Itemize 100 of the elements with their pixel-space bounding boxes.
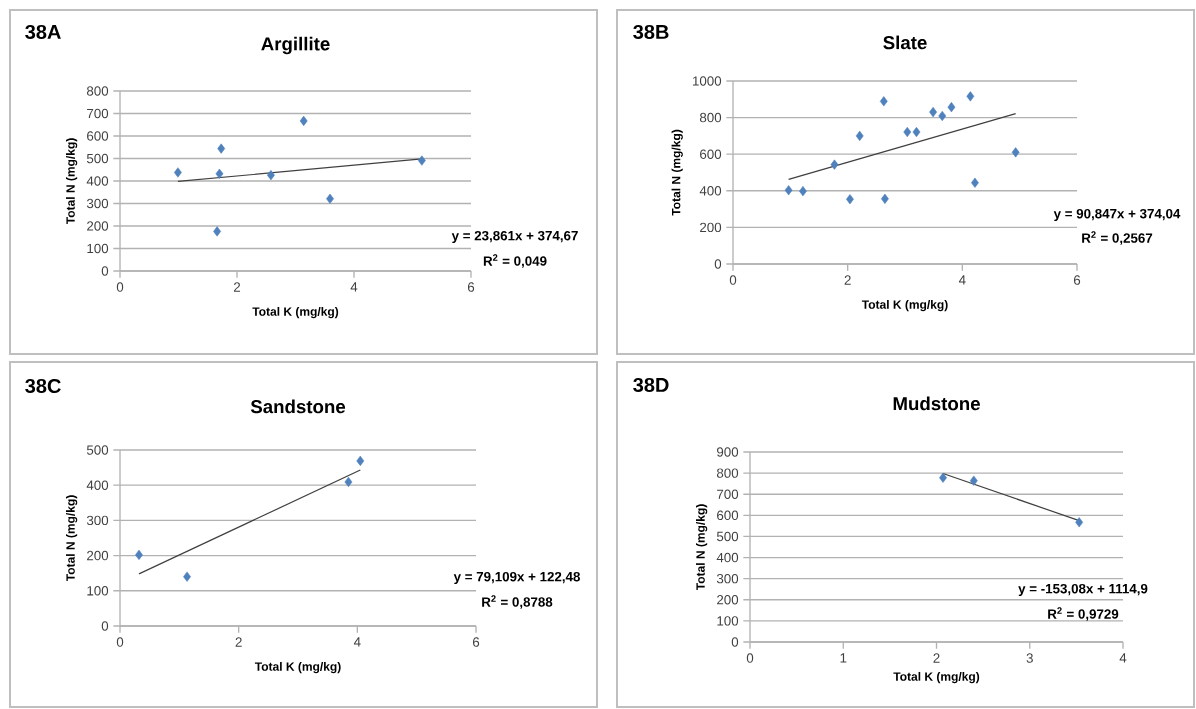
point — [830, 159, 839, 170]
y-tick-label: 700 — [87, 108, 109, 119]
annotation: y = 90,847x + 374,04 — [1053, 208, 1181, 222]
point — [846, 194, 854, 205]
x-tick-label: 1 — [840, 653, 847, 663]
point — [299, 115, 308, 126]
point — [1011, 147, 1020, 158]
point — [217, 143, 226, 154]
chart-title: Argillite — [261, 36, 330, 55]
x-tick-label: 2 — [233, 282, 241, 292]
y-tick-label: 500 — [86, 445, 109, 455]
y-tick-label: 800 — [699, 112, 722, 123]
y-tick-label: 800 — [86, 86, 109, 96]
x-axis-title: Total K (mg/kg) — [252, 306, 339, 319]
point — [344, 476, 353, 488]
x-tick-label: 3 — [1026, 653, 1033, 663]
point — [879, 96, 888, 107]
x-tick-label: 2 — [844, 275, 851, 285]
x-axis-title: Total K (mg/kg) — [861, 299, 948, 312]
y-tick-label: 200 — [700, 222, 722, 233]
x-tick-label: 4 — [353, 637, 361, 647]
point — [326, 193, 334, 204]
x-tick-label: 0 — [116, 637, 124, 647]
point — [855, 130, 864, 141]
point — [213, 226, 221, 237]
x-tick-label: 2 — [235, 637, 242, 647]
point — [929, 107, 937, 118]
point — [938, 110, 947, 122]
y-tick-label: 400 — [86, 480, 109, 490]
x-tick-label: 4 — [958, 275, 966, 285]
y-tick-label: 300 — [86, 515, 109, 526]
point — [215, 168, 224, 179]
text: R$^{2}$ = 0,049 — [483, 254, 547, 268]
y-tick-label: 0 — [101, 266, 109, 276]
x-tick-label: 6 — [1073, 275, 1081, 285]
chart-title: Slate — [883, 35, 927, 50]
x-axis-title: Total K (mg/kg) — [893, 671, 980, 684]
point — [947, 102, 956, 113]
y-tick-label: 400 — [86, 176, 109, 186]
annotation: y = 23,861x + 374,67 — [451, 230, 578, 244]
text: R$^{2}$ = 0,2567 — [1082, 231, 1153, 245]
y-axis-title: Total N (mg/kg) — [65, 138, 78, 225]
y-tick-label: 700 — [717, 489, 739, 499]
point — [174, 167, 182, 178]
y-axis-title: Total N (mg/kg) — [671, 129, 683, 216]
chart-title: Mudstone — [893, 396, 980, 411]
point — [356, 455, 365, 466]
annotation: y = 79,109x + 122,48 — [453, 571, 580, 585]
x-tick-label: 4 — [1119, 653, 1127, 663]
point — [971, 177, 979, 188]
point — [417, 155, 426, 166]
text: 38D — [633, 377, 669, 393]
point — [939, 472, 947, 483]
x-tick-label: 4 — [350, 282, 358, 292]
point — [799, 186, 807, 197]
x-tick-label: 0 — [746, 653, 754, 663]
text: 38A — [25, 24, 61, 40]
y-tick-label: 600 — [700, 149, 722, 159]
point — [912, 126, 921, 138]
y-tick-label: 500 — [716, 531, 739, 542]
y-tick-label: 500 — [86, 153, 109, 164]
y-tick-label: 0 — [101, 621, 109, 631]
annotation: y = -153,08x + 1114,9 — [1018, 583, 1148, 597]
y-axis-title: Total N (mg/kg) — [695, 504, 708, 591]
text: 38C — [25, 378, 61, 394]
x-tick-label: 0 — [116, 282, 124, 292]
point — [903, 126, 912, 138]
y-tick-label: 800 — [716, 468, 739, 478]
y-tick-label: 200 — [717, 595, 739, 605]
point — [966, 91, 975, 102]
y-tick-label: 600 — [717, 510, 739, 521]
y-tick-label: 300 — [86, 198, 109, 209]
chart-title: Sandstone — [250, 399, 346, 414]
y-tick-label: 400 — [699, 186, 722, 196]
x-tick-label: 2 — [933, 653, 940, 663]
y-tick-label: 1000 — [692, 76, 722, 86]
point — [784, 185, 793, 196]
y-tick-label: 400 — [716, 552, 739, 563]
y-tick-label: 300 — [716, 573, 739, 584]
y-tick-label: 100 — [87, 586, 109, 596]
text: R$^{2}$ = 0,8788 — [482, 595, 553, 609]
point — [881, 193, 889, 204]
point — [183, 571, 191, 582]
x-tick-label: 6 — [467, 282, 475, 292]
text: 38B — [633, 24, 669, 40]
y-tick-label: 600 — [87, 131, 109, 141]
point — [969, 475, 978, 486]
point — [1075, 517, 1084, 528]
y-tick-label: 900 — [717, 447, 739, 457]
point — [135, 549, 143, 560]
y-tick-label: 100 — [717, 616, 739, 626]
y-tick-label: 200 — [87, 221, 109, 231]
y-axis-title: Total N (mg/kg) — [65, 495, 78, 582]
x-tick-label: 6 — [472, 637, 480, 647]
y-tick-label: 200 — [87, 550, 109, 561]
point — [267, 170, 275, 181]
y-tick-label: 100 — [87, 243, 109, 254]
annotation: R$^{2}$ = 0,9729 — [1048, 607, 1119, 621]
x-axis-title: Total K (mg/kg) — [254, 661, 341, 674]
y-tick-label: 0 — [714, 259, 722, 269]
